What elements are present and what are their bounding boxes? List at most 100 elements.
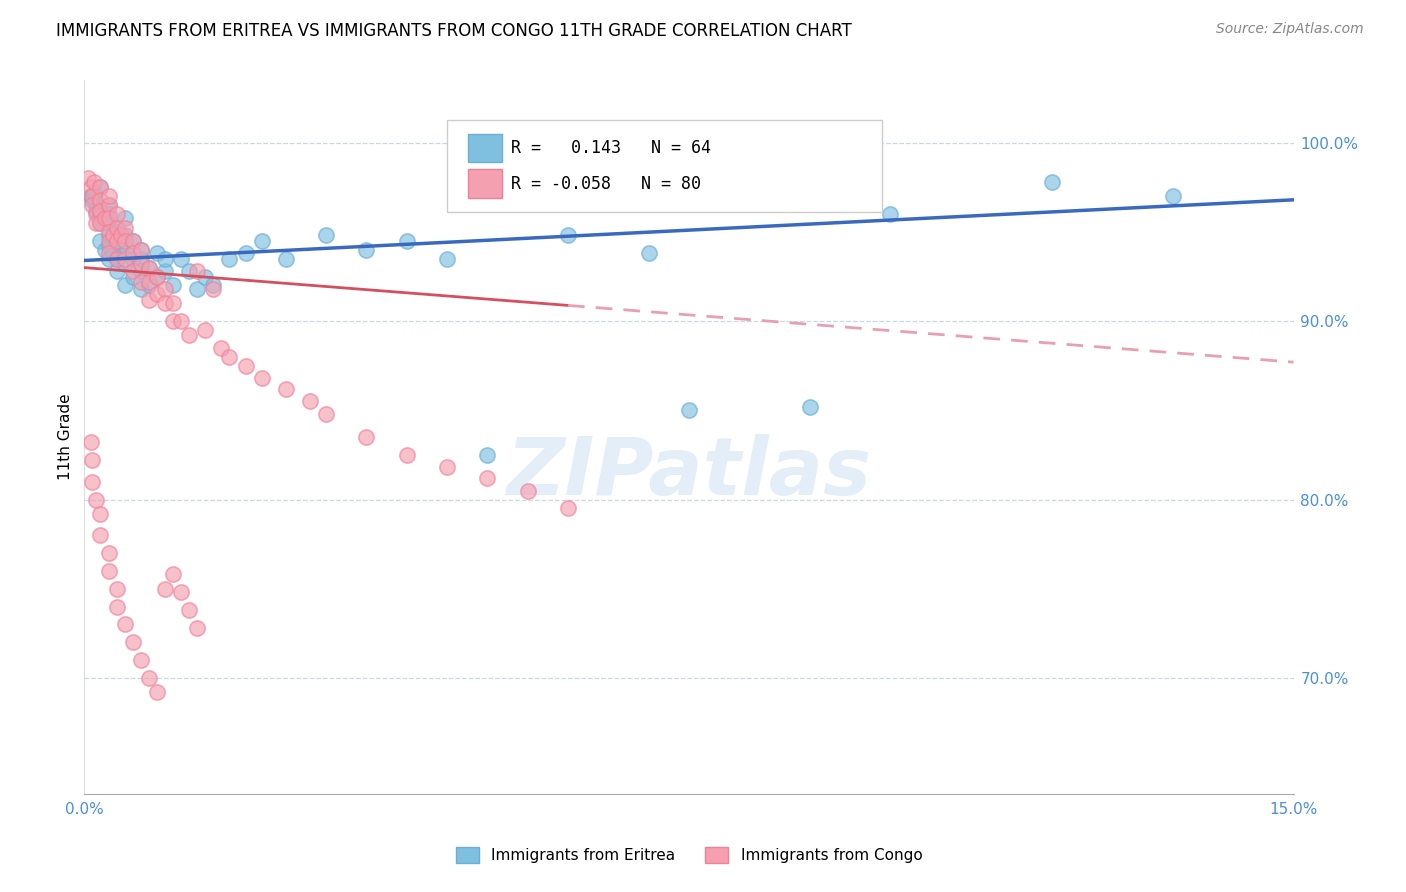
Point (97, 189, 120, 203)
Point (138, 275, 160, 289)
Point (395, 448, 418, 462)
Text: R = -0.058   N = 80: R = -0.058 N = 80 (512, 175, 702, 193)
Y-axis label: 11th Grade: 11th Grade (58, 393, 73, 481)
Point (162, 296, 184, 310)
Point (274, 382, 297, 396)
Point (162, 567, 184, 582)
Point (105, 225, 128, 239)
Point (97, 207, 120, 221)
Point (114, 617, 136, 632)
Point (356, 243, 378, 257)
Point (129, 252, 152, 266)
Point (138, 671, 160, 685)
Point (209, 341, 232, 355)
Point (146, 246, 169, 260)
Point (114, 221, 136, 235)
Point (557, 501, 579, 516)
Point (315, 228, 337, 243)
Point (86, 216, 108, 230)
Point (436, 252, 458, 266)
Point (89, 203, 111, 218)
Point (89, 234, 111, 248)
Point (299, 394, 322, 409)
Point (82, 193, 104, 207)
Point (86, 207, 108, 221)
Point (93, 211, 115, 225)
Point (129, 243, 152, 257)
Point (121, 264, 143, 278)
Point (194, 269, 217, 284)
Point (186, 621, 208, 635)
Point (114, 228, 136, 243)
Point (146, 269, 169, 284)
Point (162, 278, 184, 293)
Point (114, 257, 136, 271)
Point (121, 234, 143, 248)
Point (274, 252, 297, 266)
Point (93, 211, 115, 225)
Point (80, 189, 103, 203)
Point (1040, 175, 1063, 189)
Point (89, 216, 111, 230)
Point (80, 435, 103, 450)
Point (114, 246, 136, 260)
Point (194, 323, 217, 337)
Point (105, 264, 128, 278)
Point (97, 211, 120, 225)
Point (202, 282, 225, 296)
Point (170, 252, 193, 266)
Point (110, 228, 132, 243)
Point (97, 252, 120, 266)
Point (250, 371, 273, 385)
Point (477, 471, 499, 485)
Point (97, 198, 120, 212)
Point (114, 234, 136, 248)
Point (82, 453, 104, 467)
Point (105, 207, 128, 221)
Point (138, 260, 160, 275)
Point (179, 264, 201, 278)
Point (138, 260, 160, 275)
Point (395, 234, 418, 248)
Point (129, 275, 152, 289)
Point (105, 252, 128, 266)
Point (637, 246, 659, 260)
Point (105, 599, 128, 614)
Point (105, 234, 128, 248)
FancyBboxPatch shape (447, 120, 883, 212)
Point (678, 403, 700, 417)
Point (89, 180, 111, 194)
Point (129, 257, 152, 271)
Point (97, 225, 120, 239)
Text: ZIPatlas: ZIPatlas (506, 434, 872, 512)
Point (121, 269, 143, 284)
Point (89, 507, 111, 521)
Point (89, 180, 111, 194)
Point (97, 546, 120, 560)
FancyBboxPatch shape (468, 134, 502, 162)
Point (477, 448, 499, 462)
Point (146, 269, 169, 284)
Point (516, 483, 538, 498)
Point (89, 207, 111, 221)
Point (97, 228, 120, 243)
Point (82, 189, 104, 203)
Point (93, 243, 115, 257)
Point (799, 400, 821, 414)
Point (153, 252, 176, 266)
Point (82, 198, 104, 212)
Point (83, 186, 105, 200)
Point (89, 193, 111, 207)
Point (83, 175, 105, 189)
Point (557, 228, 579, 243)
Point (235, 246, 257, 260)
Point (105, 582, 128, 596)
Point (80, 180, 103, 194)
Point (218, 350, 240, 364)
Point (138, 278, 160, 293)
Point (129, 653, 152, 667)
Point (97, 246, 120, 260)
Point (105, 252, 128, 266)
FancyBboxPatch shape (468, 169, 502, 198)
Point (77, 171, 100, 186)
